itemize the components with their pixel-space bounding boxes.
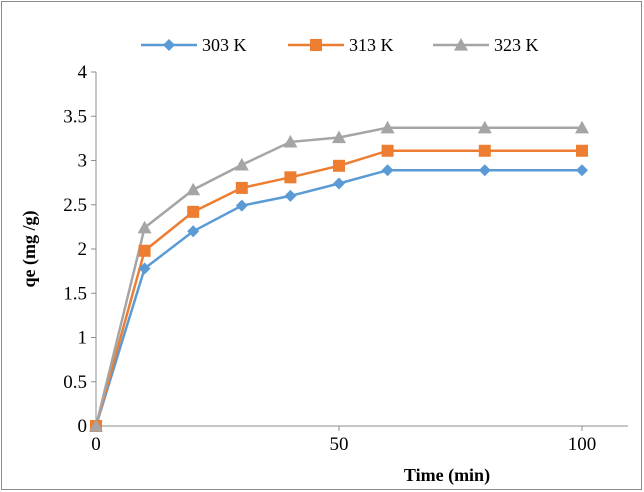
data-point-303k: [187, 225, 200, 238]
legend-marker-313k: [310, 39, 322, 51]
y-tick-label: 0.5: [63, 372, 87, 393]
data-point-313k: [138, 244, 151, 257]
data-point-303k: [381, 164, 394, 177]
y-axis-title: qe (mg /g): [19, 211, 40, 288]
data-point-303k: [138, 262, 151, 275]
legend-marker-303k: [163, 39, 175, 51]
axes: 0 0.5 1 1.5 2 2.5 3 3.5 4 0 50 100: [63, 62, 628, 455]
y-tick-label: 3: [78, 151, 88, 172]
data-point-313k: [576, 144, 588, 157]
data-point-303k: [235, 199, 248, 212]
data-point-323k: [380, 120, 395, 134]
x-tick-label: 50: [330, 434, 349, 455]
y-tick-label: 2: [78, 239, 88, 260]
data-point-313k: [381, 144, 394, 157]
x-tick-label: 0: [91, 434, 101, 455]
data-point-313k: [235, 181, 248, 194]
data-point-323k: [137, 220, 152, 234]
y-tick-label: 3.5: [63, 106, 87, 127]
legend-label-323k: 323 K: [494, 35, 539, 55]
y-tick-label: 4: [78, 62, 88, 83]
data-point-313k: [187, 205, 200, 218]
legend-marker-323k: [454, 38, 468, 51]
y-tick-label: 2.5: [63, 195, 87, 216]
x-axis-title: Time (min): [404, 465, 490, 486]
data-point-313k: [333, 159, 345, 172]
legend: 303 K 313 K 323 K: [141, 35, 539, 55]
x-tick-label: 100: [568, 434, 597, 455]
data-point-323k: [477, 120, 492, 134]
data-point-303k: [576, 164, 588, 177]
data-point-323k: [234, 157, 249, 171]
series-markers: [89, 120, 589, 432]
data-point-323k: [186, 182, 201, 196]
data-point-313k: [478, 144, 491, 157]
legend-label-303k: 303 K: [202, 35, 247, 55]
data-point-303k: [478, 164, 491, 177]
data-point-323k: [89, 419, 103, 432]
data-point-313k: [284, 171, 297, 184]
y-tick-label: 1.5: [63, 283, 87, 304]
data-point-323k: [283, 134, 298, 148]
legend-label-313k: 313 K: [349, 35, 394, 55]
y-tick-label: 1: [78, 328, 88, 349]
data-point-323k: [575, 120, 589, 134]
data-point-303k: [284, 189, 297, 202]
y-tick-label: 0: [78, 416, 88, 437]
data-point-323k: [332, 130, 346, 144]
data-point-303k: [333, 177, 345, 190]
